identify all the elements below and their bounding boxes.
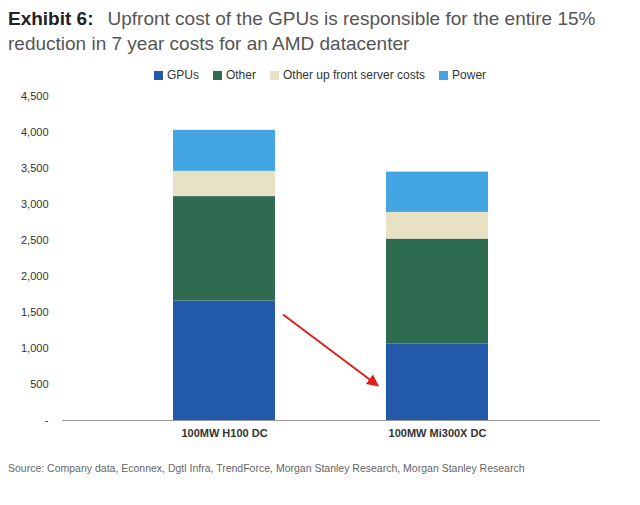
svg-text:2,000: 2,000 — [21, 270, 49, 282]
html-text:Other up front server costs: Other up front server costs — [283, 68, 425, 82]
html-text:Power: Power — [452, 68, 486, 82]
svg-text:4,000: 4,000 — [21, 126, 49, 138]
svg-text:100MW Mi300X DC: 100MW Mi300X DC — [389, 427, 487, 439]
html-text:Exhibit 6:: Exhibit 6: — [8, 8, 94, 29]
html-text:Other: Other — [226, 68, 256, 82]
svg-text:3,500: 3,500 — [21, 162, 49, 174]
svg-text:3,000: 3,000 — [21, 198, 49, 210]
svg-text:100MW H100 DC: 100MW H100 DC — [181, 427, 267, 439]
svg-text:1,000: 1,000 — [21, 342, 49, 354]
svg-text:4,500: 4,500 — [21, 90, 49, 102]
html-text:Source: Company data, Econnex,: Source: Company data, Econnex, Dgtl Infr… — [8, 462, 525, 474]
svg-text:2,500: 2,500 — [21, 234, 49, 246]
html-text:GPUs: GPUs — [166, 68, 199, 82]
html-text:Upfront cost of the GPUs is re: Upfront cost of the GPUs is responsible … — [8, 8, 596, 54]
svg-text:1,500: 1,500 — [21, 306, 49, 318]
svg-text:500: 500 — [30, 378, 48, 390]
svg-text:-: - — [45, 414, 49, 426]
